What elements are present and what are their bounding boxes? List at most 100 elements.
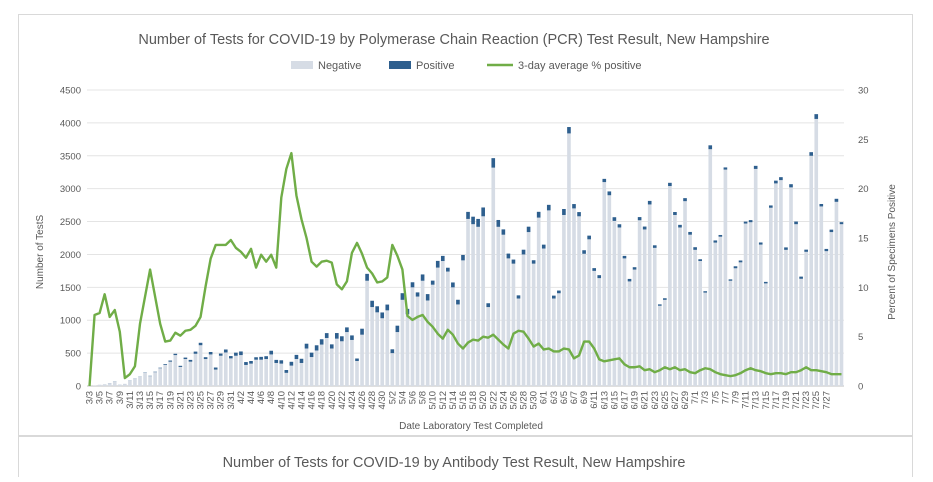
bar-negative — [300, 363, 304, 386]
bar-positive — [285, 370, 289, 373]
bar-positive — [466, 212, 470, 219]
bar-negative — [360, 335, 364, 386]
bar-negative — [708, 149, 712, 386]
bar-positive — [189, 360, 193, 362]
bar-negative — [648, 204, 652, 386]
bar-positive — [618, 224, 622, 227]
bar-negative — [168, 362, 172, 386]
bar-negative — [638, 220, 642, 386]
bar-positive — [673, 212, 677, 215]
bar-negative — [295, 359, 299, 386]
bar-negative — [244, 365, 248, 386]
y-tick-label: 500 — [65, 349, 81, 360]
bar-positive — [365, 274, 369, 281]
bar-negative — [592, 271, 596, 386]
bar-positive — [804, 250, 808, 252]
bar-negative — [688, 235, 692, 386]
bar-negative — [623, 258, 627, 386]
bar-negative — [668, 186, 672, 386]
bar-negative — [350, 340, 354, 386]
bar-negative — [143, 373, 147, 386]
bar-negative — [653, 248, 657, 386]
bar-positive — [274, 360, 278, 363]
bar-negative — [335, 339, 339, 386]
legend-label-negative: Negative — [318, 60, 361, 72]
bar-negative — [138, 377, 142, 386]
bar-negative — [602, 182, 606, 386]
bar-positive — [724, 167, 728, 169]
bar-positive — [708, 145, 712, 149]
bar-positive — [471, 217, 475, 224]
bar-negative — [486, 307, 490, 386]
bar-positive — [668, 183, 672, 186]
bar-positive — [300, 359, 304, 363]
bar-positive — [769, 205, 773, 207]
bar-positive — [305, 344, 309, 349]
x-axis-label: Date Laboratory Test Completed — [399, 421, 543, 432]
bar-negative — [835, 202, 839, 386]
bar-positive — [370, 301, 374, 307]
bar-negative — [683, 201, 687, 386]
y-axis-label: Number of TestS — [35, 215, 46, 290]
bar-negative — [613, 221, 617, 386]
bar-positive — [734, 266, 738, 268]
bar-negative — [153, 372, 157, 386]
bar-negative — [290, 366, 294, 386]
bar-negative — [385, 310, 389, 386]
bar-positive — [623, 256, 627, 258]
bar-positive — [542, 245, 546, 249]
bar-negative — [840, 224, 844, 386]
bar-negative — [113, 381, 117, 386]
next-chart-header: Number of Tests for COVID-19 by Antibody… — [19, 437, 912, 477]
bar-positive — [375, 306, 379, 312]
bar-positive — [713, 240, 717, 242]
bar-negative — [754, 169, 758, 386]
bar-positive — [688, 232, 692, 235]
bar-positive — [214, 368, 218, 370]
legend-swatch-positive — [389, 61, 411, 69]
bar-positive — [527, 227, 531, 232]
bar-negative — [577, 216, 581, 386]
bar-negative — [426, 300, 430, 386]
bar-positive — [840, 222, 844, 224]
bar-negative — [194, 354, 198, 386]
bar-positive — [340, 336, 344, 341]
bar-negative — [375, 312, 379, 386]
bar-positive — [608, 191, 612, 195]
bar-positive — [547, 205, 551, 211]
legend-label-positive: Positive — [416, 60, 455, 72]
bar-positive — [325, 333, 329, 338]
bar-positive — [421, 274, 425, 280]
bar-positive — [431, 281, 435, 285]
bar-positive — [391, 349, 395, 353]
bar-positive — [507, 254, 511, 259]
bar-positive — [491, 158, 495, 167]
bar-negative — [658, 306, 662, 386]
bar-positive — [693, 247, 697, 250]
bar-negative — [713, 243, 717, 386]
bar-negative — [719, 237, 723, 386]
bar-positive — [602, 179, 606, 182]
y-tick-label: 1500 — [60, 283, 81, 294]
y-tick-label: 0 — [76, 382, 81, 393]
bar-negative — [431, 285, 435, 386]
bar-positive — [729, 279, 733, 280]
bar-negative — [522, 254, 526, 386]
bar-negative — [219, 356, 223, 386]
bar-positive — [234, 353, 238, 356]
bar-positive — [496, 220, 500, 227]
bar-negative — [830, 232, 834, 386]
bar-positive — [476, 219, 480, 227]
bar-negative — [471, 224, 475, 386]
bar-negative — [184, 359, 188, 386]
bar-negative — [416, 297, 420, 386]
bar-positive — [209, 352, 213, 354]
bar-positive — [355, 359, 359, 361]
bar-positive — [592, 268, 596, 271]
bar-positive — [613, 217, 617, 221]
bar-positive — [814, 114, 818, 119]
bar-positive — [552, 296, 556, 299]
legend-swatch-negative — [291, 61, 313, 69]
bar-positive — [441, 256, 445, 261]
